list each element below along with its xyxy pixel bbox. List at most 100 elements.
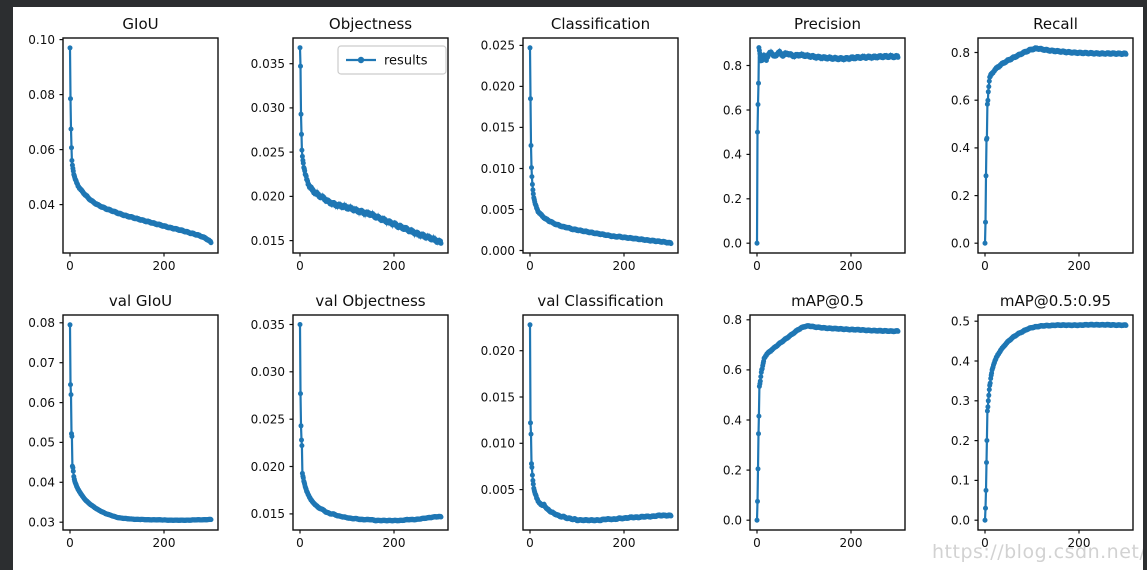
axes-frame bbox=[977, 37, 1134, 254]
y-tick-label: 0.015 bbox=[251, 507, 285, 521]
subplot-giou: 0.04 0.06 0.08 0.10 0 200 GIoU bbox=[8, 8, 238, 283]
y-tick-label: 0.035 bbox=[251, 318, 285, 332]
y-tick-label: 0.05 bbox=[28, 436, 55, 450]
subplot-title: Objectness bbox=[329, 15, 412, 33]
y-tick-label: 0.030 bbox=[251, 101, 285, 115]
chart-canvas-val-giou: 0.03 0.04 0.05 0.06 0.07 0.08 0 200 val GIoU bbox=[28, 292, 219, 550]
y-tick-label: 0.4 bbox=[951, 141, 970, 155]
y-tick-label: 0.005 bbox=[481, 483, 515, 497]
chart-canvas-classification: 0.000 0.005 0.010 0.015 0.020 0.025 0 200 Classi… bbox=[481, 15, 679, 273]
legend: results bbox=[337, 45, 447, 75]
axes-frame bbox=[749, 314, 906, 531]
series-results bbox=[982, 321, 1129, 523]
legend-marker-icon bbox=[357, 56, 365, 64]
chart-canvas-val-classification: 0.005 0.010 0.015 0.020 0 200 val Classificati… bbox=[481, 292, 679, 550]
subplot-map-0-5-0-95: 0.0 0.1 0.2 0.3 0.4 0.5 0 200 mAP@0.5:0.95 bbox=[923, 285, 1147, 560]
y-tick-label: 0.0 bbox=[951, 514, 970, 528]
y-tick-label: 0.2 bbox=[723, 463, 742, 477]
axes-frame bbox=[522, 37, 679, 254]
y-tick-label: 0.2 bbox=[951, 189, 970, 203]
subplot-precision: 0.0 0.2 0.4 0.6 0.8 0 200 Precision bbox=[695, 8, 925, 283]
x-tick-label: 200 bbox=[1068, 259, 1091, 273]
x-tick-label: 200 bbox=[1068, 536, 1091, 550]
y-tick-label: 0.020 bbox=[481, 80, 515, 94]
chart-canvas-map-0-5: 0.0 0.2 0.4 0.6 0.8 0 200 mAP@0.5 bbox=[723, 292, 906, 550]
y-tick-label: 0.8 bbox=[723, 313, 742, 327]
y-tick-label: 0.5 bbox=[951, 315, 970, 329]
chart-canvas-objectness: 0.015 0.020 0.025 0.030 0.035 0 200 Objectness r… bbox=[251, 15, 449, 273]
x-tick-label: 200 bbox=[153, 536, 176, 550]
x-tick-label: 0 bbox=[66, 536, 74, 550]
y-tick-label: 0.0 bbox=[723, 237, 742, 251]
subplot-classification: 0.000 0.005 0.010 0.015 0.020 0.025 0 200 Classi… bbox=[468, 8, 698, 283]
subplot-val-objectness: 0.015 0.020 0.025 0.030 0.035 0 200 val Objectn… bbox=[238, 285, 468, 560]
x-tick-label: 0 bbox=[296, 536, 304, 550]
subplot-title: Classification bbox=[551, 15, 650, 33]
x-tick-label: 0 bbox=[753, 259, 761, 273]
y-tick-label: 0.4 bbox=[723, 148, 742, 162]
x-tick-label: 0 bbox=[296, 259, 304, 273]
chart-canvas-map-0-5-0-95: 0.0 0.1 0.2 0.3 0.4 0.5 0 200 mAP@0.5:0.95 bbox=[951, 292, 1134, 550]
series-results bbox=[297, 45, 444, 246]
window-border-top bbox=[0, 0, 1147, 7]
x-tick-label: 200 bbox=[613, 536, 636, 550]
y-tick-label: 0.015 bbox=[481, 121, 515, 135]
x-tick-label: 200 bbox=[153, 259, 176, 273]
y-tick-label: 0.015 bbox=[251, 234, 285, 248]
y-tick-label: 0.08 bbox=[28, 316, 55, 330]
axes-frame bbox=[62, 314, 219, 531]
legend-label: results bbox=[384, 54, 428, 69]
y-tick-label: 0.010 bbox=[481, 162, 515, 176]
y-tick-label: 0.06 bbox=[28, 396, 55, 410]
y-tick-label: 0.06 bbox=[28, 143, 55, 157]
series-results bbox=[297, 322, 444, 524]
subplot-val-classification: 0.005 0.010 0.015 0.020 0 200 val Classificati… bbox=[468, 285, 698, 560]
axes-frame bbox=[977, 314, 1134, 531]
y-tick-label: 0.010 bbox=[481, 437, 515, 451]
subplot-val-giou: 0.03 0.04 0.05 0.06 0.07 0.08 0 200 val GIoU bbox=[8, 285, 238, 560]
series-results bbox=[754, 323, 901, 523]
y-tick-label: 0.10 bbox=[28, 33, 55, 47]
csdn-watermark: https://blog.csdn.net/HJZ11 bbox=[932, 541, 1147, 563]
y-tick-label: 0.030 bbox=[251, 365, 285, 379]
y-tick-label: 0.020 bbox=[481, 344, 515, 358]
x-tick-label: 0 bbox=[526, 536, 534, 550]
x-tick-label: 0 bbox=[66, 259, 74, 273]
y-tick-label: 0.0 bbox=[951, 237, 970, 251]
x-tick-label: 200 bbox=[840, 259, 863, 273]
subplot-title: mAP@0.5:0.95 bbox=[1000, 292, 1111, 310]
y-tick-label: 0.04 bbox=[28, 476, 55, 490]
y-tick-label: 0.2 bbox=[723, 192, 742, 206]
y-tick-label: 0.04 bbox=[28, 198, 55, 212]
subplot-title: val GIoU bbox=[109, 292, 172, 310]
subplot-title: GIoU bbox=[122, 15, 158, 33]
y-tick-label: 0.07 bbox=[28, 356, 55, 370]
axes-frame bbox=[522, 314, 679, 531]
series-results bbox=[67, 322, 214, 523]
series-results bbox=[527, 45, 674, 247]
window-border-right bbox=[1143, 0, 1147, 570]
x-tick-label: 200 bbox=[383, 259, 406, 273]
y-tick-label: 0.020 bbox=[251, 460, 285, 474]
y-tick-label: 0.3 bbox=[951, 394, 970, 408]
series-results bbox=[67, 45, 214, 246]
subplot-title: mAP@0.5 bbox=[791, 292, 864, 310]
x-tick-label: 0 bbox=[753, 536, 761, 550]
chart-canvas-val-objectness: 0.015 0.020 0.025 0.030 0.035 0 200 val Objectn… bbox=[251, 292, 449, 550]
x-tick-label: 200 bbox=[383, 536, 406, 550]
window-border-left bbox=[0, 0, 13, 570]
axes-frame bbox=[749, 37, 906, 254]
y-tick-label: 0.8 bbox=[951, 46, 970, 60]
y-tick-label: 0.6 bbox=[723, 103, 742, 117]
subplot-title: Precision bbox=[794, 15, 861, 33]
chart-canvas-recall: 0.0 0.2 0.4 0.6 0.8 0 200 Recall bbox=[951, 15, 1134, 273]
y-tick-label: 0.015 bbox=[481, 390, 515, 404]
y-tick-label: 0.000 bbox=[481, 244, 515, 258]
x-tick-label: 200 bbox=[840, 536, 863, 550]
subplot-map-0-5: 0.0 0.2 0.4 0.6 0.8 0 200 mAP@0.5 bbox=[695, 285, 925, 560]
y-tick-label: 0.4 bbox=[723, 413, 742, 427]
y-tick-label: 0.025 bbox=[251, 413, 285, 427]
axes-frame bbox=[292, 37, 449, 254]
y-tick-label: 0.08 bbox=[28, 88, 55, 102]
chart-canvas-precision: 0.0 0.2 0.4 0.6 0.8 0 200 Precision bbox=[723, 15, 906, 273]
